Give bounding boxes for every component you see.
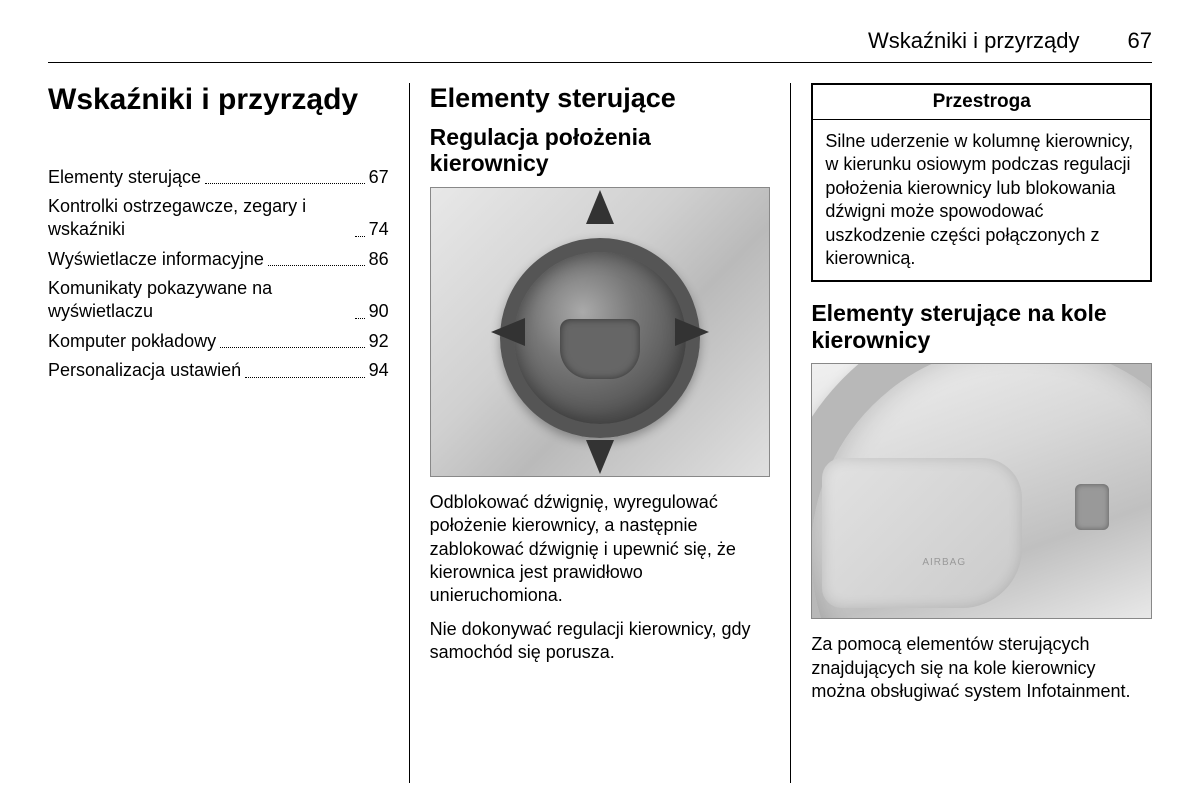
column-2: Elementy sterujące Regulacja położenia k… [409, 83, 791, 783]
toc-leader [205, 183, 365, 184]
toc-leader [245, 377, 365, 378]
arrow-right-icon [675, 318, 709, 346]
toc-page: 90 [369, 300, 389, 323]
airbag-hub-icon [822, 458, 1022, 608]
toc-label: Elementy sterujące [48, 166, 201, 189]
toc-leader [355, 236, 365, 237]
page-header: Wskaźniki i przyrządy 67 [48, 28, 1152, 63]
wheel-button-icon [1075, 484, 1109, 530]
toc-label: Personalizacja ustawień [48, 359, 241, 382]
toc-leader [355, 318, 365, 319]
content-columns: Wskaźniki i przyrządy Elementy sterujące… [48, 83, 1152, 783]
toc-page: 74 [369, 218, 389, 241]
toc-label: Wyświetlacze informacyjne [48, 248, 264, 271]
toc-entry: Kontrolki ostrzegawcze, zegary i wskaźni… [48, 195, 389, 242]
section-heading: Elementy sterujące [430, 83, 771, 114]
toc-entry: Komputer pokładowy 92 [48, 330, 389, 353]
toc-label: Kontrolki ostrzegawcze, zegary i wskaźni… [48, 195, 351, 242]
steering-adjust-figure [430, 187, 771, 477]
steering-hub-icon [560, 319, 640, 379]
page-number: 67 [1128, 28, 1152, 54]
toc-entry: Komunikaty pokazywane na wyświetlaczu 90 [48, 277, 389, 324]
airbag-label: AIRBAG [922, 557, 966, 568]
chapter-title: Wskaźniki i przyrządy [48, 83, 389, 118]
toc-page: 67 [369, 166, 389, 189]
toc-page: 94 [369, 359, 389, 382]
arrow-up-icon [586, 190, 614, 224]
toc-page: 92 [369, 330, 389, 353]
body-paragraph: Nie dokonywać regulacji kierownicy, gdy … [430, 618, 771, 665]
caution-body: Silne uderzenie w kolumnę kierownicy, w … [813, 120, 1150, 280]
toc-leader [268, 265, 365, 266]
column-1: Wskaźniki i przyrządy Elementy sterujące… [48, 83, 409, 783]
toc-label: Komunikaty pokazywane na wyświetlaczu [48, 277, 351, 324]
caution-title: Przestroga [813, 85, 1150, 120]
toc-label: Komputer pokładowy [48, 330, 216, 353]
toc-entry: Personalizacja ustawień 94 [48, 359, 389, 382]
toc-entry: Elementy sterujące 67 [48, 166, 389, 189]
toc-page: 86 [369, 248, 389, 271]
arrow-left-icon [491, 318, 525, 346]
caution-box: Przestroga Silne uderzenie w kolumnę kie… [811, 83, 1152, 282]
toc-entry: Wyświetlacze informacyjne 86 [48, 248, 389, 271]
arrow-down-icon [586, 440, 614, 474]
column-3: Przestroga Silne uderzenie w kolumnę kie… [790, 83, 1152, 783]
body-paragraph: Za pomocą elementów sterujących znajdują… [811, 633, 1152, 703]
toc-leader [220, 347, 365, 348]
running-title: Wskaźniki i przyrządy [868, 28, 1079, 54]
subsection-heading: Elementy sterujące na kole kierownicy [811, 300, 1152, 353]
body-paragraph: Odblokować dźwignię, wyregulować położen… [430, 491, 771, 608]
subsection-heading: Regulacja położenia kierownicy [430, 124, 771, 177]
manual-page: Wskaźniki i przyrządy 67 Wskaźniki i prz… [0, 0, 1200, 802]
wheel-controls-figure: AIRBAG [811, 363, 1152, 619]
